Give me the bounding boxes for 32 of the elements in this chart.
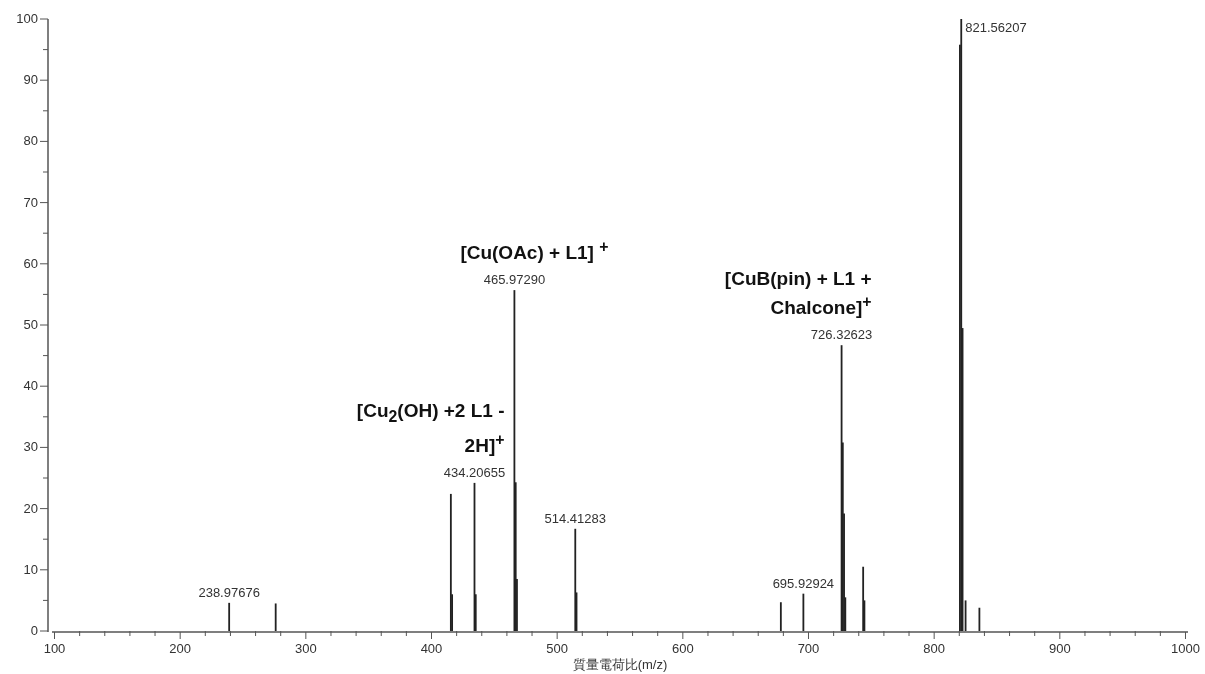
y-tick-label: 80 (23, 133, 38, 149)
x-tick-label: 600 (671, 641, 694, 656)
y-tick-label: 100 (16, 11, 38, 26)
x-tick-label: 800 (923, 641, 946, 656)
y-tick-label: 0 (30, 623, 38, 638)
x-tick-label: 100 (43, 641, 66, 656)
x-axis-title: 質量電荷比(m/z) (572, 657, 668, 672)
x-tick-label: 1000 (1171, 641, 1200, 656)
y-tick-label: 90 (23, 72, 38, 88)
y-tick-label: 70 (23, 194, 38, 210)
x-tick-label: 500 (546, 641, 569, 656)
x-tick-label: 900 (1048, 641, 1071, 656)
annotation: 465.97290 (483, 272, 546, 288)
x-tick-label: 400 (420, 641, 443, 656)
annotation: 514.41283 (544, 510, 606, 526)
annotation: [Cu(OAc) + L1] $^{+}$ (460, 237, 609, 265)
y-tick-label: 30 (23, 439, 38, 455)
y-tick-label: 50 (23, 317, 38, 332)
annotation: [CuB(pin) + L1 + Chalcone]$^{+}$ (723, 267, 872, 320)
y-tick-label: 60 (23, 255, 38, 271)
annotation: 726.32623 (810, 327, 873, 343)
annotation: [Cu$_{2}$(OH) +2 L1 - 2H]$^{+}$ (355, 398, 505, 458)
x-tick-label: 200 (169, 641, 192, 656)
x-tick-label: 300 (294, 641, 317, 656)
annotation: 821.56207 (965, 20, 1027, 35)
y-tick-label: 40 (23, 378, 38, 394)
y-tick-label: 20 (23, 500, 38, 516)
y-tick-label: 10 (23, 561, 38, 577)
x-tick-label: 700 (797, 641, 820, 656)
annotation: 238.97676 (198, 584, 260, 600)
annotation: 695.92924 (772, 575, 835, 591)
annotation: 434.20655 (443, 464, 506, 480)
